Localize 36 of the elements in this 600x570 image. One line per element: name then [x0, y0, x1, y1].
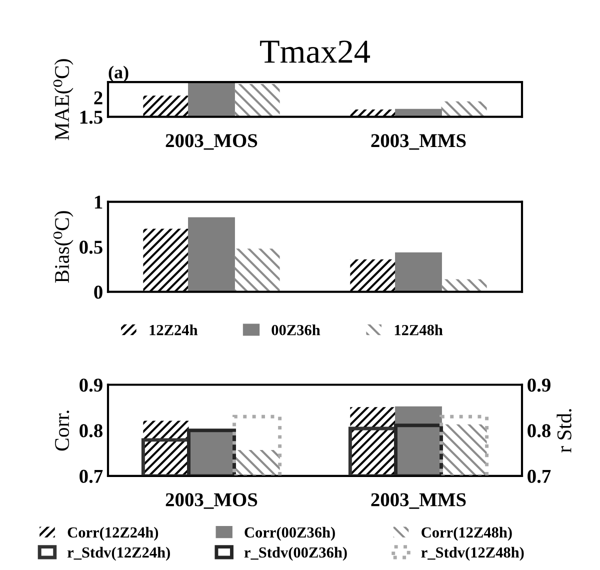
x-tick-label: 2003_MOS [166, 493, 258, 509]
y-axis-title: Corr. [55, 410, 70, 451]
legend-label: Corr(00Z36h) [244, 526, 335, 541]
y-tick-label: 1 [94, 196, 102, 209]
legend-label: 12Z24h [150, 324, 198, 336]
y-axis-title: MAE(⁰C) [53, 59, 74, 140]
bar [441, 279, 487, 292]
y-tick-label: 2 [94, 91, 102, 104]
y-tick-label: 0.7 [80, 470, 103, 483]
y-axis-title: Bias(⁰C) [53, 211, 74, 283]
bar [395, 252, 442, 292]
y2-tick-label: 0.9 [528, 378, 550, 392]
bar [234, 248, 280, 292]
legend-label: r_Stdv(12Z48h) [421, 546, 524, 561]
y2-axis-title: r Std. [556, 409, 572, 453]
legend-label: r_Stdv(12Z24h) [67, 546, 170, 561]
legend-label: 00Z36h [272, 324, 320, 336]
x-tick-label: 2003_MMS [371, 493, 466, 509]
x-tick-label: 2003_MOS [166, 134, 258, 150]
bar [350, 259, 396, 292]
y-tick-label: 1.5 [80, 110, 102, 124]
bar [188, 217, 235, 292]
x-tick-label: 2003_MMS [371, 134, 466, 150]
text: (a) [108, 66, 128, 82]
y2-tick-label: 0.7 [528, 470, 551, 483]
y-tick-label: 0 [94, 286, 102, 299]
chart-title: Tmax24 [260, 40, 370, 63]
bar [143, 228, 189, 292]
legend-label: 12Z48h [394, 324, 443, 336]
legend-label: r_Stdv(00Z36h) [244, 546, 347, 561]
legend-label: Corr(12Z48h) [422, 526, 512, 541]
y-tick-label: 0.5 [80, 240, 102, 254]
y-tick-label: 0.9 [80, 378, 102, 392]
y2-tick-label: 0.8 [528, 424, 551, 438]
y-tick-label: 0.8 [80, 424, 102, 438]
legend-label: Corr(12Z24h) [68, 526, 158, 541]
